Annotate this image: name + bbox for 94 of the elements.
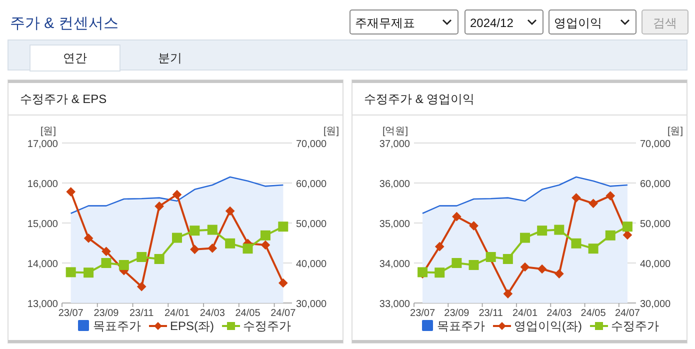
legend-label: 수정주가 bbox=[611, 319, 659, 333]
y2-tick-label: 60,000 bbox=[640, 179, 672, 190]
y2-tick-label: 40,000 bbox=[296, 259, 328, 270]
point bbox=[136, 252, 147, 262]
point bbox=[434, 268, 445, 278]
x-tick-label: 23/07 bbox=[410, 308, 436, 319]
point bbox=[225, 206, 235, 216]
x-tick-label: 24/07 bbox=[614, 308, 640, 319]
point bbox=[588, 198, 598, 208]
point bbox=[66, 187, 76, 196]
y-tick-label: 14,000 bbox=[27, 259, 58, 270]
x-tick-label: 24/01 bbox=[512, 308, 538, 319]
y2-tick-label: 70,000 bbox=[296, 139, 328, 150]
y2-tick-label: 50,000 bbox=[640, 219, 672, 230]
y-axis-title: [억원] bbox=[382, 126, 408, 137]
legend-label: 영업이익(좌) bbox=[514, 319, 582, 333]
y2-tick-label: 50,000 bbox=[296, 219, 328, 230]
point bbox=[622, 222, 632, 232]
point bbox=[242, 244, 253, 254]
y-tick-label: 15,000 bbox=[27, 219, 58, 230]
point bbox=[118, 260, 129, 270]
x-tick-label: 24/07 bbox=[270, 308, 296, 319]
point bbox=[207, 224, 218, 235]
y2-tick-label: 30,000 bbox=[296, 299, 328, 310]
point bbox=[469, 221, 478, 230]
y-tick-label: 13,000 bbox=[27, 299, 58, 310]
point bbox=[154, 254, 164, 264]
point bbox=[588, 244, 598, 254]
point bbox=[190, 226, 200, 236]
y-tick-label: 34,000 bbox=[379, 259, 410, 270]
point bbox=[278, 222, 288, 232]
point bbox=[102, 246, 111, 256]
point bbox=[172, 190, 182, 200]
point bbox=[84, 234, 94, 243]
point bbox=[434, 242, 444, 252]
y-tick-label: 33,000 bbox=[379, 299, 410, 310]
point bbox=[537, 264, 547, 274]
y2-tick-label: 40,000 bbox=[640, 259, 672, 270]
point bbox=[66, 267, 76, 278]
y-axis-title: [원] bbox=[40, 126, 56, 137]
point bbox=[537, 226, 548, 236]
chart-title: 수정주가 & 영업이익 bbox=[364, 92, 475, 106]
y-tick-label: 17,000 bbox=[27, 139, 58, 150]
x-tick-label: 23/09 bbox=[444, 308, 470, 319]
point bbox=[190, 244, 200, 254]
point bbox=[172, 232, 182, 243]
point bbox=[520, 262, 530, 272]
point bbox=[520, 232, 530, 243]
y2-axis-title: [원] bbox=[667, 126, 684, 137]
y-tick-label: 16,000 bbox=[27, 179, 58, 190]
header: 주가 & 컨센서스 주재무제표 2024/12 영업이익 검색 연간 분기 bbox=[8, 10, 688, 72]
point bbox=[278, 278, 288, 288]
legend-label: 목표주가 bbox=[437, 319, 485, 333]
point bbox=[571, 238, 582, 248]
point bbox=[154, 202, 164, 211]
y-tick-label: 35,000 bbox=[379, 219, 410, 230]
point bbox=[260, 240, 270, 250]
point bbox=[260, 230, 270, 240]
point bbox=[452, 212, 462, 222]
x-tick-label: 24/03 bbox=[200, 308, 226, 319]
point bbox=[101, 258, 112, 268]
point bbox=[503, 289, 513, 298]
point bbox=[605, 230, 616, 240]
y-tick-label: 36,000 bbox=[379, 179, 410, 190]
point bbox=[136, 282, 146, 292]
x-tick-label: 23/11 bbox=[478, 308, 504, 319]
y2-tick-label: 60,000 bbox=[296, 179, 328, 190]
x-tick-label: 24/05 bbox=[235, 308, 261, 319]
point bbox=[468, 260, 479, 270]
chart-title: 수정주가 & EPS bbox=[20, 92, 107, 106]
point bbox=[225, 238, 236, 248]
point bbox=[554, 269, 564, 278]
x-tick-label: 23/07 bbox=[58, 308, 84, 319]
y-tick-label: 37,000 bbox=[379, 139, 410, 150]
point bbox=[554, 224, 564, 235]
legend-label: EPS(좌) bbox=[170, 319, 214, 333]
x-tick-label: 24/03 bbox=[546, 308, 572, 319]
legend-label: 목표주가 bbox=[93, 319, 141, 333]
point bbox=[208, 244, 218, 253]
point bbox=[84, 268, 94, 278]
point bbox=[606, 191, 616, 200]
point bbox=[452, 258, 462, 268]
x-tick-label: 24/05 bbox=[580, 308, 606, 319]
point bbox=[622, 230, 632, 240]
x-tick-label: 24/01 bbox=[164, 308, 190, 319]
point bbox=[572, 193, 581, 202]
legend-label: 수정주가 bbox=[243, 319, 292, 333]
y2-tick-label: 70,000 bbox=[640, 139, 672, 150]
point bbox=[502, 254, 513, 264]
x-tick-label: 23/11 bbox=[129, 308, 154, 319]
y2-axis-title: [원] bbox=[323, 126, 340, 137]
point bbox=[486, 252, 496, 262]
y2-tick-label: 30,000 bbox=[640, 299, 672, 310]
x-tick-label: 23/09 bbox=[94, 308, 120, 319]
